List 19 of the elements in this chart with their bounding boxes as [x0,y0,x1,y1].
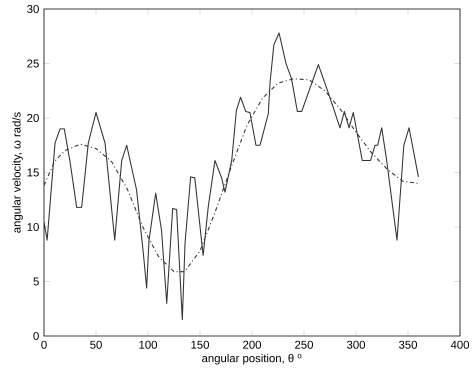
x-tick-label: 50 [90,340,102,349]
x-tick-label: 200 [243,340,262,349]
x-tick-label: 300 [346,340,366,349]
y-tick-label: 0 [33,332,39,340]
x-tick-label: 100 [139,340,158,349]
y-tick-label: 10 [28,223,39,232]
y-tick-label: 5 [33,278,39,286]
y-axis-title: angular velocity, ω rad/s [12,112,23,233]
x-tick-label: 0 [41,340,47,349]
y-tick-label: 20 [27,114,39,122]
x-tick-label: 250 [295,340,314,349]
x-axis-title: angular position, θ $^{o}$ [202,354,302,364]
y-tick-label: 25 [27,60,39,68]
y-tick-label: 30 [27,5,39,14]
x-tick-label: 350 [398,340,418,349]
line-series [44,32,419,320]
y-tick-label: 15 [28,168,39,176]
x-tick-label: 150 [191,340,210,349]
x-tick-label: 400 [450,340,470,349]
